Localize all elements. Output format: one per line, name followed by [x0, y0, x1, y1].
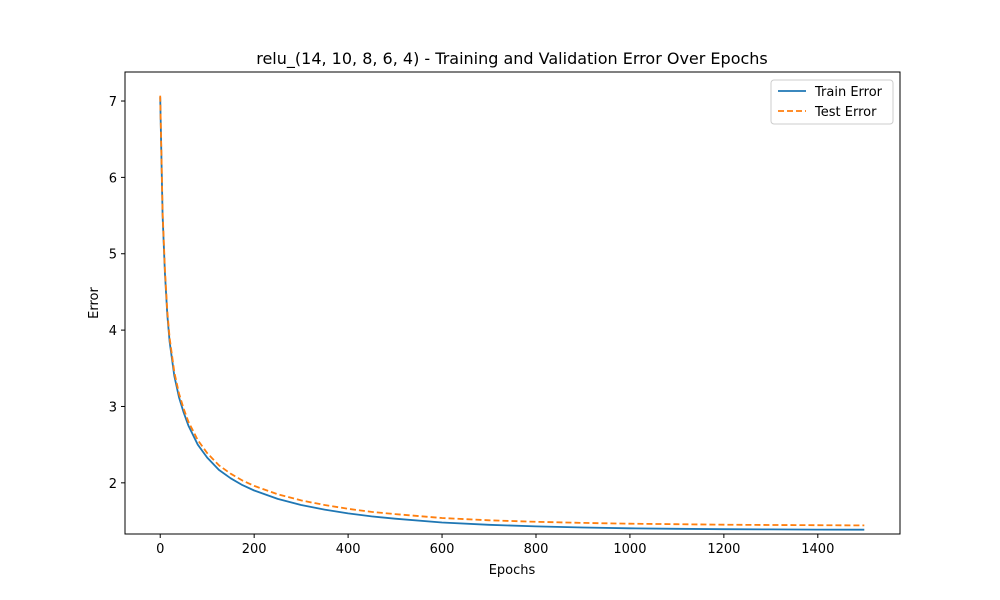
x-tick-label: 1000 — [613, 542, 646, 557]
x-tick-label: 600 — [430, 542, 455, 557]
chart-title: relu_(14, 10, 8, 6, 4) - Training and Va… — [256, 49, 768, 69]
x-axis-label: Epochs — [489, 563, 536, 578]
series-line-test-error — [159, 95, 865, 527]
y-axis-label: Error — [87, 287, 102, 319]
x-tick-label: 800 — [524, 542, 549, 557]
x-tick-label: 200 — [242, 542, 267, 557]
legend-label-test: Test Error — [814, 105, 877, 120]
series-layer — [159, 95, 865, 531]
plot-area: 0 200 400 600 800 1000 1200 1400 2 3 4 5 6 7 — [109, 71, 901, 557]
x-axis-ticks: 0 200 400 600 800 1000 1200 1400 — [156, 534, 834, 557]
legend-label-train: Train Error — [814, 85, 883, 100]
x-tick-label: 1400 — [801, 542, 834, 557]
x-tick-label: 0 — [156, 542, 164, 557]
axes-frame — [124, 71, 901, 535]
y-tick-label: 7 — [109, 95, 117, 110]
legend: Train Error Test Error — [770, 79, 894, 125]
x-tick-label: 400 — [336, 542, 361, 557]
y-tick-label: 2 — [109, 477, 117, 492]
x-tick-label: 1200 — [707, 542, 740, 557]
y-tick-label: 4 — [109, 324, 117, 339]
y-tick-label: 5 — [109, 248, 117, 263]
y-tick-label: 6 — [109, 171, 117, 186]
y-axis-ticks: 2 3 4 5 6 7 — [109, 95, 125, 492]
y-tick-label: 3 — [109, 400, 117, 415]
